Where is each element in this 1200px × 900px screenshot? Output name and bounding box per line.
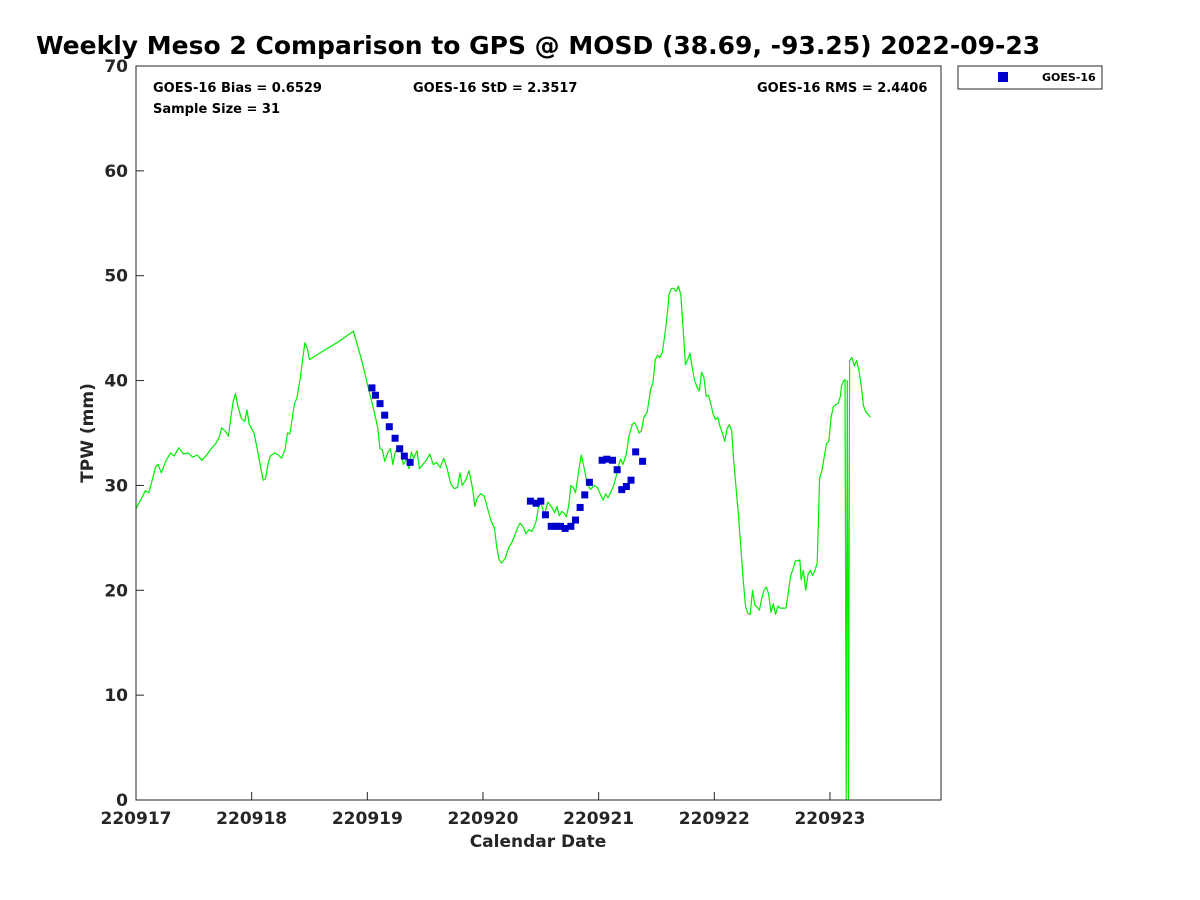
- x-axis-ticks: 220917 220918 220919 220920 220921 220922 2209…: [101, 792, 865, 829]
- goes16-point: [552, 522, 560, 530]
- goes16-point: [572, 516, 580, 524]
- goes16-point: [556, 522, 564, 530]
- goes16-point: [526, 497, 534, 505]
- goes16-point: [603, 455, 611, 463]
- legend-marker-goes16: [998, 72, 1008, 82]
- y-tick-label: 0: [116, 791, 128, 811]
- series-layer: [135, 285, 871, 801]
- goes16-point: [537, 497, 545, 505]
- y-axis-ticks: 0 10 20 30 40 50 60 70: [104, 57, 144, 811]
- goes16-point: [385, 423, 393, 431]
- goes16-point: [622, 482, 630, 490]
- x-tick-label: 220921: [563, 809, 634, 829]
- goes16-point: [371, 391, 379, 399]
- bias-stat: GOES-16 Bias = 0.6529: [153, 81, 322, 96]
- goes16-point: [581, 491, 589, 499]
- std-stat: GOES-16 StD = 2.3517: [413, 81, 577, 96]
- y-tick-label: 60: [104, 162, 128, 182]
- legend-box: [957, 65, 1103, 90]
- x-tick-label: 220922: [679, 809, 750, 829]
- goes16-point: [406, 458, 414, 466]
- y-tick-label: 70: [104, 57, 128, 77]
- y-tick-label: 30: [104, 476, 128, 496]
- x-tick-label: 220923: [794, 809, 865, 829]
- goes16-point: [632, 448, 640, 456]
- plot-area: 0 10 20 30 40 50 60 70 220917 220918 220919 220920…: [101, 57, 942, 829]
- rms-stat: GOES-16 RMS = 2.4406: [757, 81, 927, 96]
- goes16-point: [381, 411, 389, 419]
- goes16-point: [547, 522, 555, 530]
- x-axis-label: Calendar Date: [470, 832, 607, 852]
- goes16-point: [598, 456, 606, 464]
- gps-tpw-line: [135, 285, 871, 801]
- axes-frame: [135, 65, 942, 801]
- goes16-point: [585, 478, 593, 486]
- x-tick-label: 220919: [332, 809, 403, 829]
- x-tick-label: 220920: [447, 809, 518, 829]
- y-tick-label: 40: [104, 372, 128, 392]
- goes16-point: [627, 476, 635, 484]
- goes16-point: [639, 457, 647, 465]
- goes16-point: [567, 522, 575, 530]
- goes16-point: [609, 456, 617, 464]
- y-axis-label: TPW (mm): [78, 383, 98, 483]
- x-tick-label: 220917: [101, 809, 172, 829]
- x-tick-label: 220918: [216, 809, 287, 829]
- goes16-point: [376, 400, 384, 408]
- y-tick-label: 50: [104, 267, 128, 287]
- goes16-point: [576, 503, 584, 511]
- goes16-point: [396, 445, 404, 453]
- legend-label-goes16: GOES-16: [1042, 71, 1096, 84]
- goes16-point: [613, 466, 621, 474]
- legend: GOES-16: [957, 65, 1103, 90]
- y-tick-label: 10: [104, 686, 128, 706]
- goes16-point: [541, 511, 549, 519]
- goes16-point: [368, 384, 376, 392]
- goes16-point: [400, 452, 408, 460]
- sample-size-stat: Sample Size = 31: [153, 102, 280, 117]
- goes16-point: [561, 524, 569, 532]
- chart-title: Weekly Meso 2 Comparison to GPS @ MOSD (…: [36, 31, 1040, 60]
- y-tick-label: 20: [104, 581, 128, 601]
- goes16-point: [618, 486, 626, 494]
- goes16-point: [391, 434, 399, 442]
- goes16-point: [532, 499, 540, 507]
